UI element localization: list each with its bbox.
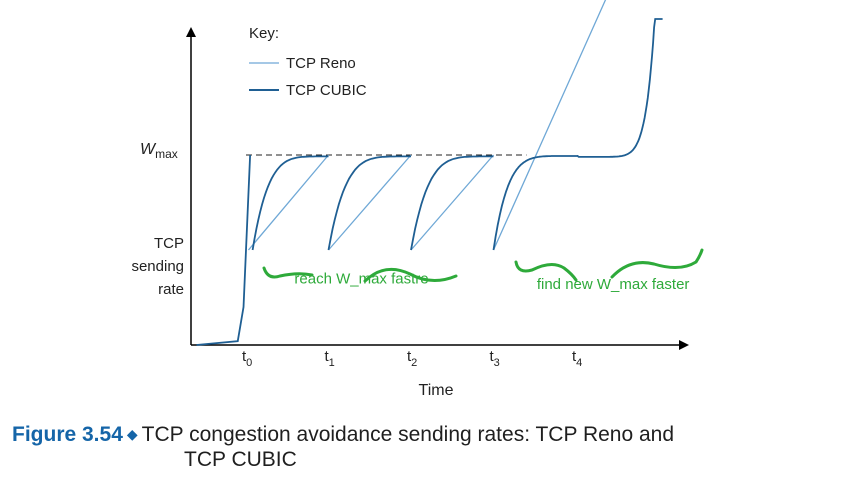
caption-line2: TCP CUBIC [184,448,297,471]
chart-figure: Key: TCP Reno TCP CUBIC Wmax TCP sending… [131,0,704,399]
figure-number: Figure 3.54 [12,423,123,446]
x-tick-sub: 4 [576,357,582,369]
x-tick-label-t0: t0 [242,348,252,369]
series-tcp-reno [247,0,607,251]
x-tick-sub: 1 [329,357,335,369]
reno-segment-0 [247,154,329,251]
figure-caption: Figure 3.54 ◆ TCP congestion avoidance sen… [12,422,812,472]
x-tick-sub: 0 [246,357,252,369]
y-axis-label-line3: rate [158,281,184,298]
x-tick-labels: t0 t1 t2 t3 t4 [242,348,582,369]
x-tick-base: t [490,348,495,365]
squiggle-1 [262,266,314,279]
handwritten-squiggles [262,248,704,283]
x-tick-sub: 2 [411,357,417,369]
x-tick-sub: 3 [494,357,500,369]
diamond-icon: ◆ [126,426,138,442]
x-tick-base: t [242,348,247,365]
x-tick-label-t1: t1 [325,348,335,369]
x-tick-label-t3: t3 [490,348,500,369]
wmax-label: Wmax [140,141,178,161]
y-axis-label-line2: sending [131,258,184,275]
legend-label-reno: TCP Reno [286,55,356,72]
legend-label-cubic: TCP CUBIC [286,82,367,99]
wmax-sub: max [155,147,178,161]
reno-segment-2 [410,154,494,251]
squiggle-2 [363,267,458,283]
annotation-reach-wmax: reach W_max fastre [294,271,428,288]
squiggle-3 [514,260,578,282]
x-tick-label-t2: t2 [407,348,417,369]
x-tick-label-t4: t4 [572,348,582,369]
x-axis-label: Time [419,382,454,399]
annotation-find-new-wmax: find new W_max faster [537,276,690,293]
wmax-base: W [140,141,157,158]
cubic-cycle-2 [410,155,494,251]
cubic-final-curve [492,18,663,251]
series-tcp-cubic [196,18,663,346]
y-axis-label-line1: TCP [154,235,184,252]
caption-line1: TCP congestion avoidance sending rates: … [141,423,675,446]
reno-segment-3 [492,0,607,251]
x-tick-base: t [325,348,330,365]
x-tick-base: t [407,348,412,365]
reno-segment-1 [328,154,412,251]
cubic-cycle-1 [327,155,411,251]
cubic-startup-curve [196,154,252,346]
x-tick-base: t [572,348,577,365]
squiggle-4 [610,248,704,279]
legend-title: Key: [249,25,279,42]
cubic-cycle-0 [251,155,329,251]
